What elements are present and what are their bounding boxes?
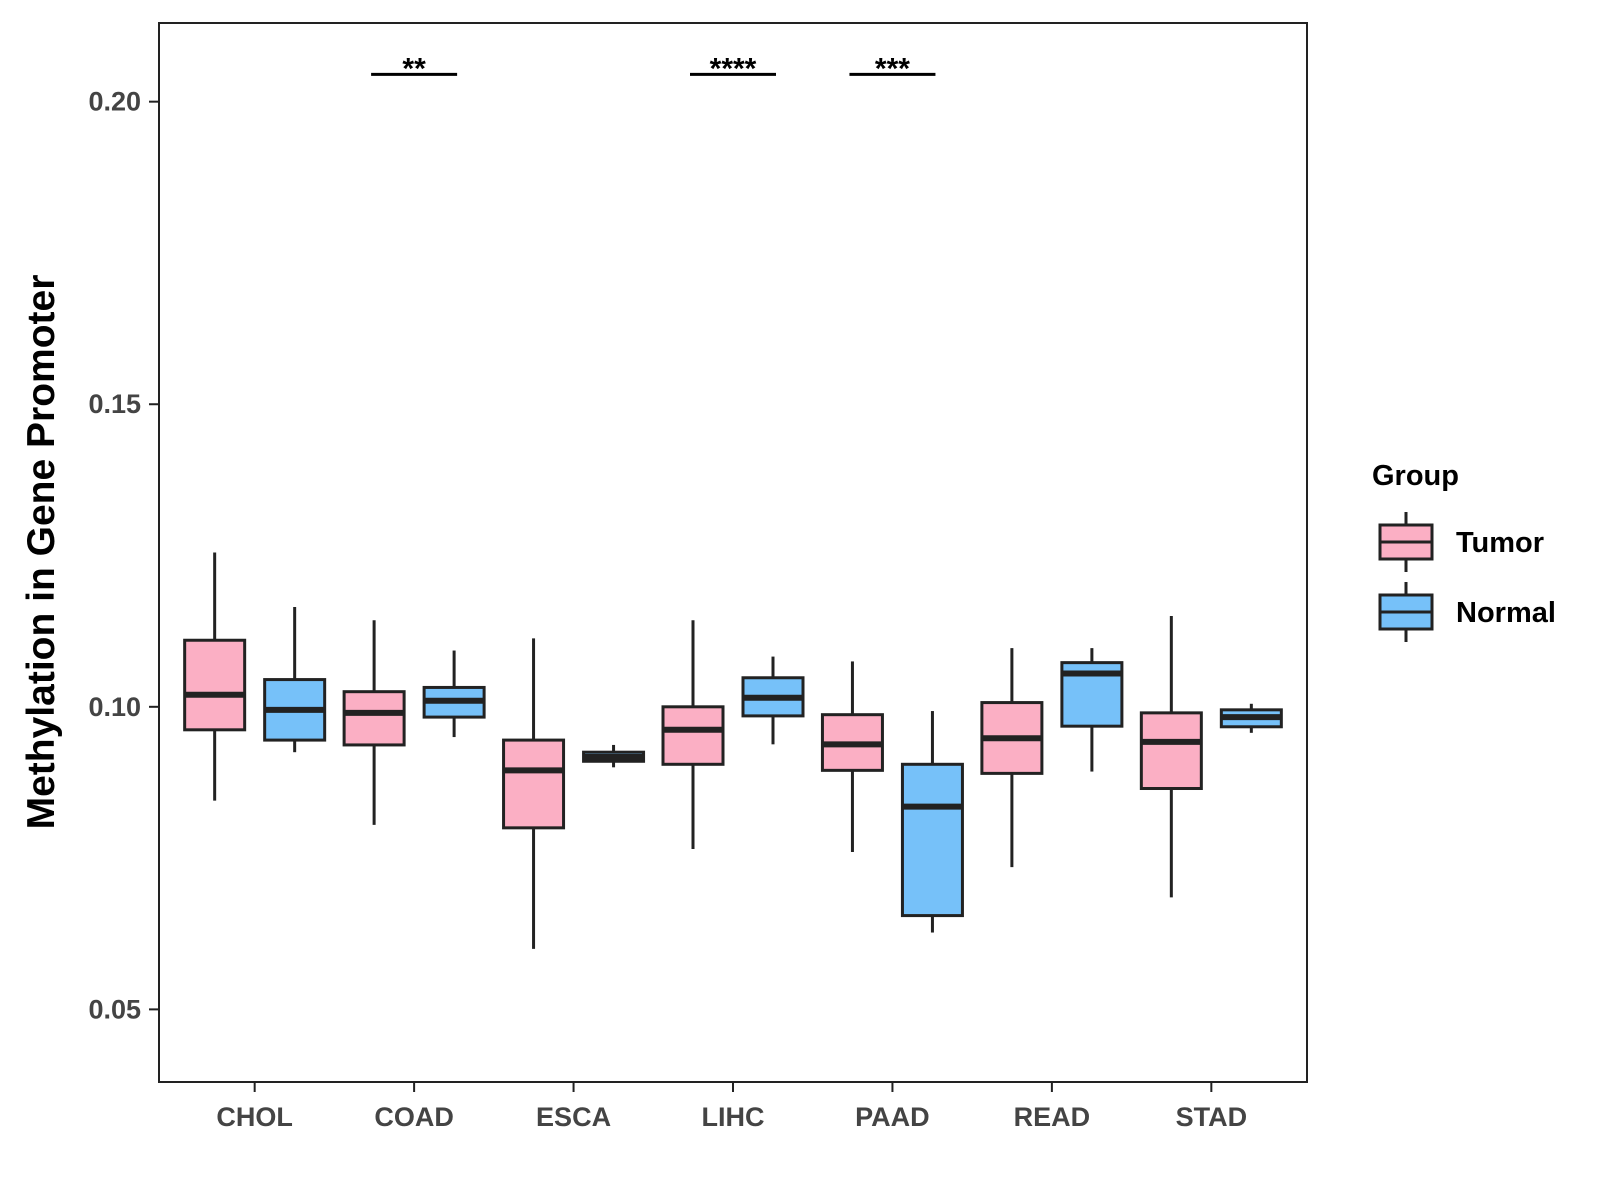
x-tick-label-stad: STAD xyxy=(1176,1102,1248,1132)
legend-item-normal: Normal xyxy=(1378,582,1556,642)
y-tick-label-1: 0.10 xyxy=(88,692,141,722)
plot-area: ** **** *** xyxy=(183,52,1283,949)
box-lihc-normal xyxy=(741,656,805,745)
box-body-coad-tumor xyxy=(342,690,406,747)
box-paad-normal xyxy=(900,711,964,933)
x-tick-label-lihc: LIHC xyxy=(702,1102,765,1132)
box-lihc-tumor xyxy=(661,620,725,850)
x-tick-label-read: READ xyxy=(1014,1102,1091,1132)
box-coad-normal xyxy=(422,650,486,738)
y-tick-label-2: 0.15 xyxy=(88,389,141,419)
sig-label-paad: *** xyxy=(875,52,910,85)
box-coad-tumor xyxy=(342,620,406,825)
y-axis-title: Methylation in Gene Promoter xyxy=(20,275,63,830)
box-body-lihc-tumor xyxy=(661,705,725,766)
box-body-esca-tumor xyxy=(502,738,566,830)
x-tick-label-coad: COAD xyxy=(374,1102,454,1132)
y-tick-label-0: 0.05 xyxy=(88,994,141,1024)
y-tick-label-3: 0.20 xyxy=(88,87,141,117)
box-read-tumor xyxy=(980,648,1044,868)
x-tick-label-paad: PAAD xyxy=(855,1102,930,1132)
legend-label-normal: Normal xyxy=(1456,597,1556,629)
box-stad-normal xyxy=(1219,703,1283,733)
box-stad-tumor xyxy=(1139,616,1203,898)
sig-label-lihc: **** xyxy=(710,52,757,85)
box-esca-normal xyxy=(582,744,646,768)
legend-label-tumor: Tumor xyxy=(1456,527,1544,559)
x-tick-label-chol: CHOL xyxy=(216,1102,293,1132)
box-body-stad-tumor xyxy=(1139,711,1203,791)
axes: 0.05 0.10 0.15 0.20 CHOL COAD ESCA LIHC PAAD READ… xyxy=(88,87,1247,1132)
box-paad-tumor xyxy=(820,661,884,853)
box-body-chol-tumor xyxy=(183,638,247,732)
legend: Group Tumor Normal xyxy=(1372,460,1556,642)
legend-item-tumor: Tumor xyxy=(1378,512,1544,572)
box-body-paad-normal xyxy=(900,762,964,918)
sig-label-coad: ** xyxy=(402,52,426,85)
box-esca-tumor xyxy=(502,638,566,949)
legend-title: Group xyxy=(1372,460,1459,492)
x-tick-label-esca: ESCA xyxy=(536,1102,611,1132)
box-chol-normal xyxy=(263,606,327,753)
box-read-normal xyxy=(1060,648,1124,772)
box-chol-tumor xyxy=(183,552,247,801)
